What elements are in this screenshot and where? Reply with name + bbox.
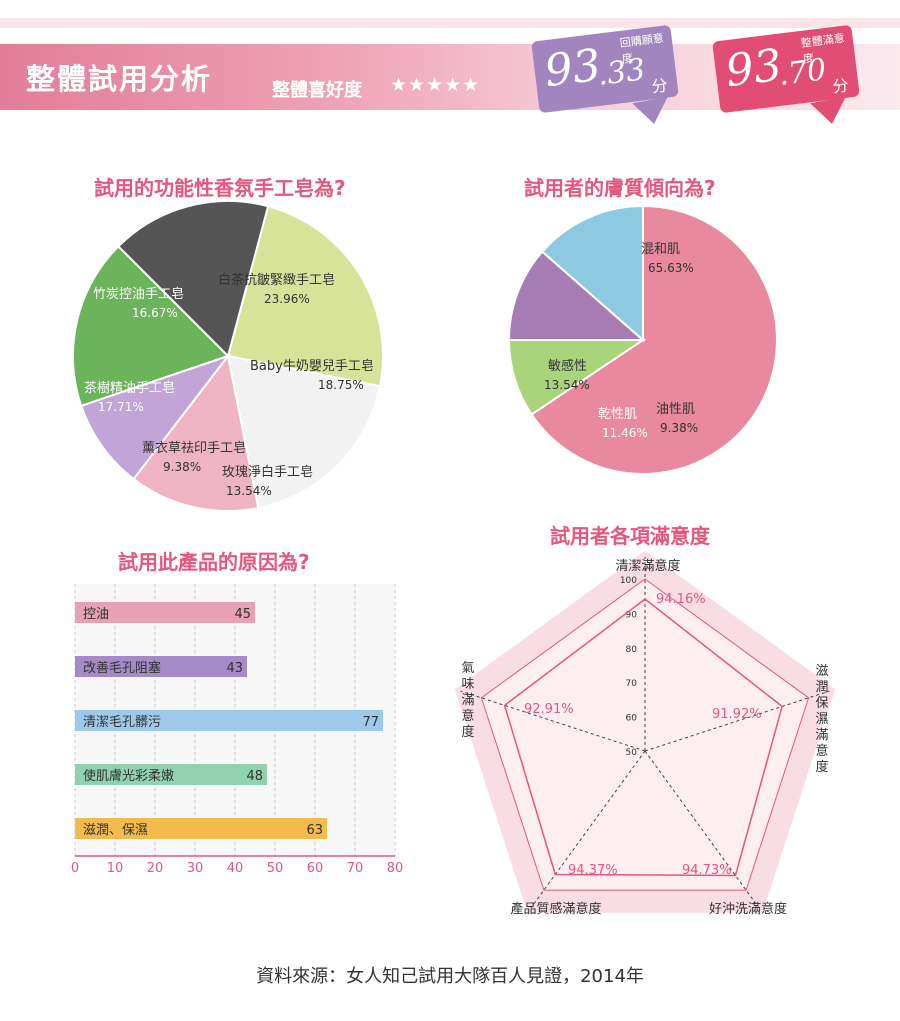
radar-value-3: 94.37% — [568, 863, 618, 878]
radar-value-4: 92.91% — [524, 702, 574, 717]
soap-pie-slice-0 — [226, 205, 384, 388]
header-top-stripe — [0, 18, 900, 28]
bar-value-1: 43 — [226, 661, 243, 676]
radar-tick-5: 100 — [620, 576, 637, 586]
skin-pie-slice-1 — [507, 338, 647, 416]
bar-0 — [75, 602, 255, 623]
skin-pie-label-2: 乾性肌 — [598, 407, 637, 422]
bar-tick-2: 20 — [147, 861, 164, 876]
bar-tick-7: 70 — [347, 861, 364, 876]
skin-pie-label-1: 油性肌 — [656, 402, 695, 417]
bar-4 — [75, 818, 327, 839]
skin-pie-title: 試用者的膚質傾向為? — [524, 176, 716, 200]
radar-series — [503, 598, 784, 877]
radar-axis-label-0: 清潔滿意度 — [615, 558, 680, 574]
radar-frame — [480, 578, 810, 891]
bar-1 — [75, 656, 247, 677]
skin-pie-value-0: 65.63% — [648, 261, 694, 275]
preference-label: 整體喜好度 — [272, 80, 362, 101]
bar-tick-3: 30 — [187, 861, 204, 876]
skin-pie-label-0: 混和肌 — [641, 242, 680, 257]
soap-pie-label-4: 茶樹精油手工皂 — [84, 380, 175, 396]
radar-tick-4: 90 — [626, 610, 638, 620]
bar-2 — [75, 710, 383, 731]
bar-value-4: 63 — [306, 823, 323, 838]
soap-pie-value-0: 23.96% — [264, 292, 310, 306]
skin-pie-value-2: 11.46% — [602, 426, 648, 440]
radar-tick-2: 70 — [626, 679, 638, 689]
bar-3 — [75, 764, 267, 785]
radar-tick-3: 80 — [626, 645, 638, 655]
soap-pie-chart: 白茶抗皺緊緻手工皂 23.96% Baby牛奶嬰兒手工皂 18.75% 玫瑰淨白手工皂 1… — [72, 200, 384, 512]
soap-pie-slice-3 — [79, 353, 231, 481]
reason-bar-chart: 0 10 20 30 40 50 60 70 80 控油 45 改善毛孔阻塞 43 清潔毛孔髒污 77 使肌膚… — [71, 584, 403, 876]
bar-tick-4: 40 — [227, 861, 244, 876]
bar-value-3: 48 — [246, 769, 263, 784]
soap-pie-title: 試用的功能性香氛手工皂為? — [94, 176, 346, 200]
radar-axis-label-4: 氣味滿意度 — [461, 661, 474, 740]
skin-pie-value-1: 9.38% — [660, 421, 698, 435]
bar-category-2: 清潔毛孔髒污 — [83, 715, 161, 730]
soap-pie-slice-5 — [116, 200, 270, 358]
soap-pie-label-5: 竹炭控油手工皂 — [93, 287, 184, 302]
soap-pie-slice-1 — [226, 354, 382, 510]
bar-category-3: 使肌膚光彩柔嫩 — [83, 768, 174, 784]
source-note: 資料來源：女人知己試用大隊百人見證，2014年 — [256, 966, 644, 987]
radar-axis-label-1: 滋潤保濕滿意度 — [815, 664, 828, 775]
soap-pie-value-4: 17.71% — [98, 400, 144, 414]
radar-spoke-3 — [530, 750, 646, 909]
soap-pie-label-0: 白茶抗皺緊緻手工皂 — [218, 272, 335, 288]
radar-spoke-2 — [644, 750, 760, 909]
soap-pie-value-3: 9.38% — [163, 460, 201, 474]
bar-tick-0: 0 — [71, 861, 79, 876]
soap-pie-value-1: 18.75% — [318, 378, 364, 392]
radar-spoke-1 — [644, 690, 830, 752]
skin-pie-value-3: 13.54% — [544, 378, 590, 392]
radar-chart-title: 試用者各項滿意度 — [550, 524, 710, 548]
skin-pie-slice-0 — [530, 204, 778, 475]
radar-spoke-4 — [460, 690, 646, 752]
skin-pie-chart: 混和肌 65.63% 油性肌 9.38% 乾性肌 11.46% 敏感性 13.54% — [507, 204, 778, 475]
bar-category-0: 控油 — [83, 607, 109, 622]
bar-chart-title: 試用此產品的原因為? — [118, 550, 310, 574]
skin-pie-slice-2 — [507, 250, 646, 342]
star-rating: ★★★★★ — [390, 74, 480, 96]
radar-value-1: 91.92% — [712, 707, 762, 722]
soap-pie-label-1: Baby牛奶嬰兒手工皂 — [250, 359, 374, 374]
satisfaction-radar-chart: 50 60 70 80 90 100 94.16% 91.92% 94.73% 94.37% 92.… — [454, 551, 836, 917]
bar-tick-1: 10 — [107, 861, 124, 876]
soap-pie-value-2: 13.54% — [226, 484, 272, 498]
soap-pie-slice-2 — [132, 353, 260, 512]
soap-pie-label-3: 薰衣草祛印手工皂 — [142, 440, 246, 456]
skin-pie-label-3: 敏感性 — [548, 358, 587, 374]
radar-axis-label-3: 產品質感滿意度 — [510, 901, 601, 917]
radar-value-2: 94.73% — [682, 863, 732, 878]
soap-pie-slice-4 — [72, 244, 230, 408]
bar-category-4: 滋潤、保濕 — [83, 823, 148, 838]
stars-text: ★★★★★ — [390, 74, 481, 96]
radar-axis-label-2: 好沖洗滿意度 — [709, 901, 787, 917]
radar-tick-0: 50 — [626, 748, 638, 758]
bar-tick-8: 80 — [387, 861, 404, 876]
soap-pie-value-5: 16.67% — [132, 306, 178, 320]
radar-value-0: 94.16% — [656, 592, 706, 607]
page-title: 整體試用分析 — [26, 62, 213, 96]
bar-tick-6: 60 — [307, 861, 324, 876]
bar-value-0: 45 — [234, 607, 251, 622]
bar-category-1: 改善毛孔阻塞 — [83, 660, 161, 676]
skin-pie-slice-3 — [540, 204, 644, 343]
bar-value-2: 77 — [362, 715, 379, 730]
radar-tick-1: 60 — [626, 714, 638, 724]
soap-pie-label-2: 玫瑰淨白手工皂 — [222, 464, 313, 480]
bar-tick-5: 50 — [267, 861, 284, 876]
